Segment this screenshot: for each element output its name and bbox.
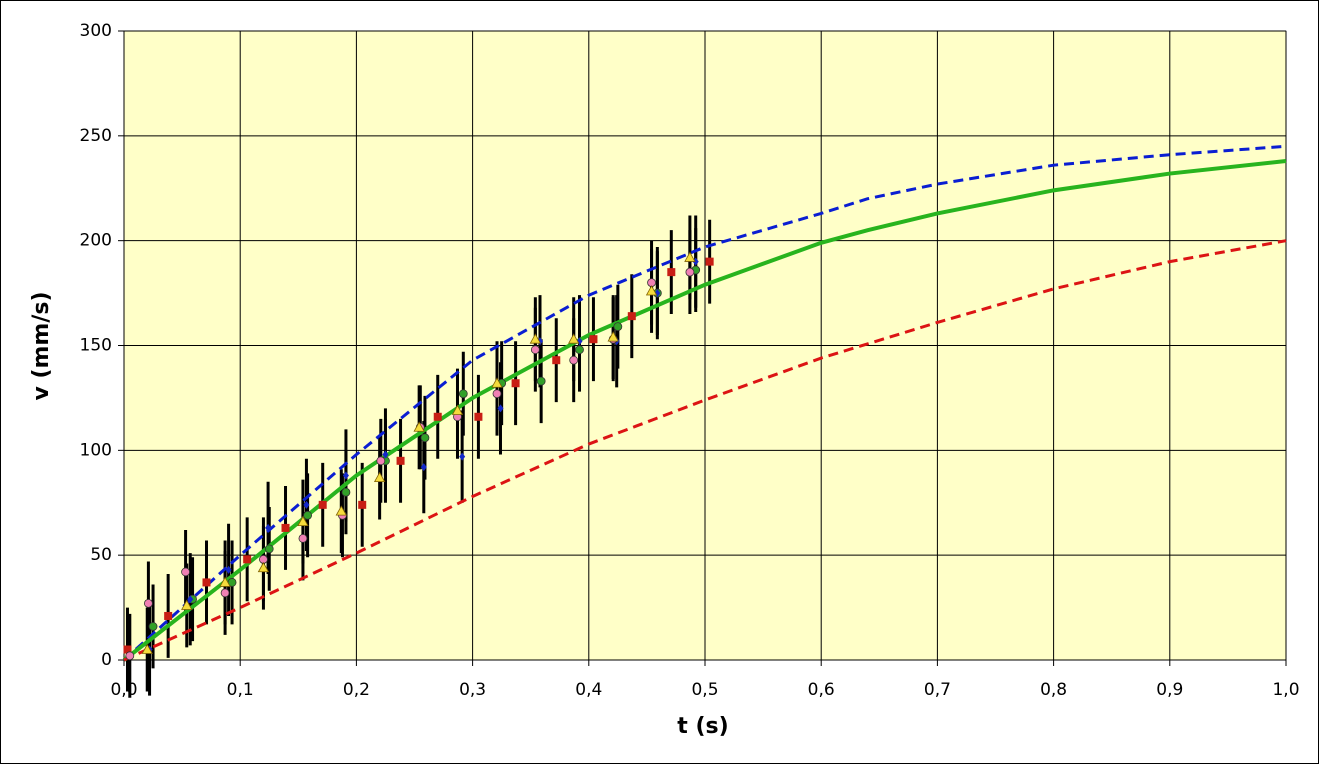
marker xyxy=(335,505,347,516)
x-axis-title: t (s) xyxy=(677,714,728,739)
marker xyxy=(318,500,327,509)
marker xyxy=(396,456,405,465)
marker xyxy=(459,452,466,461)
marker xyxy=(342,471,349,480)
marker xyxy=(530,345,540,355)
marker xyxy=(511,379,520,388)
y-tick-label: 250 xyxy=(80,126,112,146)
marker xyxy=(281,523,290,532)
marker xyxy=(420,433,430,443)
marker xyxy=(257,561,270,573)
marker xyxy=(123,645,132,654)
x-tick-label: 0,5 xyxy=(691,680,718,700)
marker xyxy=(705,257,714,266)
x-tick-label: 0,1 xyxy=(227,680,254,700)
marker xyxy=(376,456,386,466)
marker xyxy=(264,544,274,554)
marker xyxy=(451,404,464,415)
marker xyxy=(627,312,636,321)
x-tick-label: 0,4 xyxy=(575,680,602,700)
marker xyxy=(187,595,194,604)
marker xyxy=(181,599,193,610)
x-tick-label: 0,8 xyxy=(1040,680,1067,700)
marker xyxy=(303,500,310,509)
marker xyxy=(303,510,312,520)
marker xyxy=(243,555,252,564)
marker xyxy=(220,588,230,598)
marker xyxy=(219,576,231,587)
marker xyxy=(341,487,351,497)
marker xyxy=(607,331,619,342)
marker xyxy=(491,377,503,388)
marker xyxy=(492,389,502,399)
marker xyxy=(474,412,483,421)
marker xyxy=(552,356,561,365)
marker xyxy=(413,421,425,432)
marker xyxy=(373,471,386,482)
marker xyxy=(141,643,153,654)
x-tick-label: 0,7 xyxy=(924,680,951,700)
y-tick-label: 100 xyxy=(80,440,112,460)
y-tick-label: 150 xyxy=(80,336,112,356)
marker xyxy=(575,345,584,355)
y-axis-title: v (mm/s) xyxy=(29,291,54,400)
y-tick-label: 300 xyxy=(80,21,112,41)
marker xyxy=(645,285,658,296)
marker xyxy=(297,515,309,527)
marker xyxy=(144,598,153,608)
marker xyxy=(589,335,598,344)
marker xyxy=(298,533,308,543)
curve xyxy=(122,159,1287,662)
x-tick-label: 0,2 xyxy=(343,680,370,700)
marker xyxy=(148,622,158,631)
marker xyxy=(420,463,427,472)
x-tick-label: 0,0 xyxy=(110,680,137,700)
marker xyxy=(613,322,623,332)
marker xyxy=(265,523,272,532)
marker xyxy=(164,611,173,620)
marker xyxy=(458,389,468,399)
marker xyxy=(225,565,232,574)
y-tick-label: 0 xyxy=(101,650,112,670)
curve xyxy=(123,239,1287,662)
marker xyxy=(536,376,546,386)
x-tick-label: 0,9 xyxy=(1156,680,1183,700)
marker xyxy=(684,251,696,262)
marker xyxy=(181,567,190,577)
marker xyxy=(382,450,389,459)
x-tick-label: 0,3 xyxy=(459,680,486,700)
x-tick-label: 0,6 xyxy=(808,680,835,700)
marker xyxy=(125,651,135,661)
marker xyxy=(667,268,676,277)
marker xyxy=(568,333,580,344)
marker xyxy=(202,578,211,587)
y-tick-label: 50 xyxy=(90,545,112,565)
curve xyxy=(122,144,1287,662)
marker xyxy=(569,355,579,365)
marker xyxy=(358,500,367,509)
x-tick-label: 1,0 xyxy=(1272,680,1299,700)
marker xyxy=(497,404,504,413)
marker xyxy=(433,412,442,421)
y-tick-label: 200 xyxy=(80,231,112,251)
marker xyxy=(685,267,695,277)
marker xyxy=(529,333,542,344)
